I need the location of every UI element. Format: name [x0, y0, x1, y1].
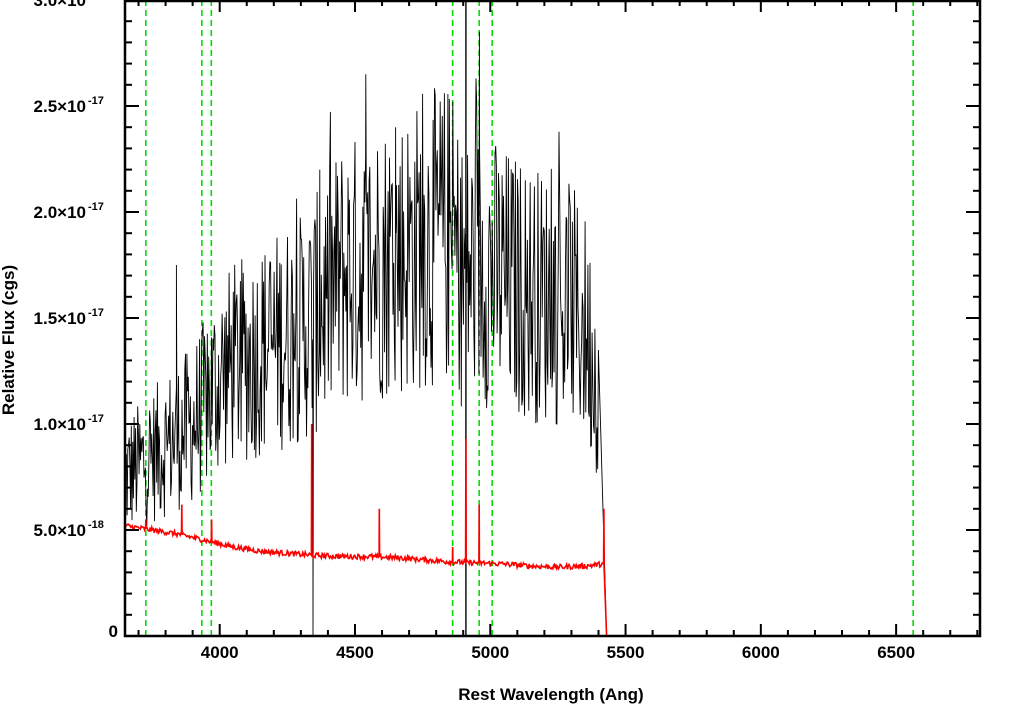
y-tick-exponent: -17: [88, 307, 104, 319]
y-tick-exponent: -17: [88, 0, 104, 1]
y-tick-label: 2.0×10: [34, 203, 86, 222]
x-tick-label: 4000: [201, 643, 239, 662]
y-tick-label: 1.5×10: [34, 309, 86, 328]
y-axis-label: Relative Flux (cgs): [0, 265, 18, 415]
y-tick-label: 1.0×10: [34, 415, 86, 434]
spectrum-series-black: [125, 31, 608, 636]
x-tick-label: 6500: [877, 643, 915, 662]
x-tick-label: 5000: [471, 643, 509, 662]
y-tick-exponent: -17: [88, 413, 104, 425]
y-tick-exponent: -18: [88, 519, 104, 531]
y-tick-label: 0: [109, 622, 118, 641]
y-tick-exponent: -17: [88, 201, 104, 213]
x-axis-label: Rest Wavelength (Ang): [458, 685, 643, 704]
y-tick-exponent: -17: [88, 95, 104, 107]
model-series-red: [125, 423, 980, 636]
y-tick-label: 5.0×10: [34, 521, 86, 540]
y-tick-label: 2.5×10: [34, 97, 86, 116]
x-tick-label: 4500: [336, 643, 374, 662]
x-tick-label: 5500: [607, 643, 645, 662]
y-tick-label: 3.0×10: [34, 0, 86, 10]
x-tick-label: 6000: [742, 643, 780, 662]
